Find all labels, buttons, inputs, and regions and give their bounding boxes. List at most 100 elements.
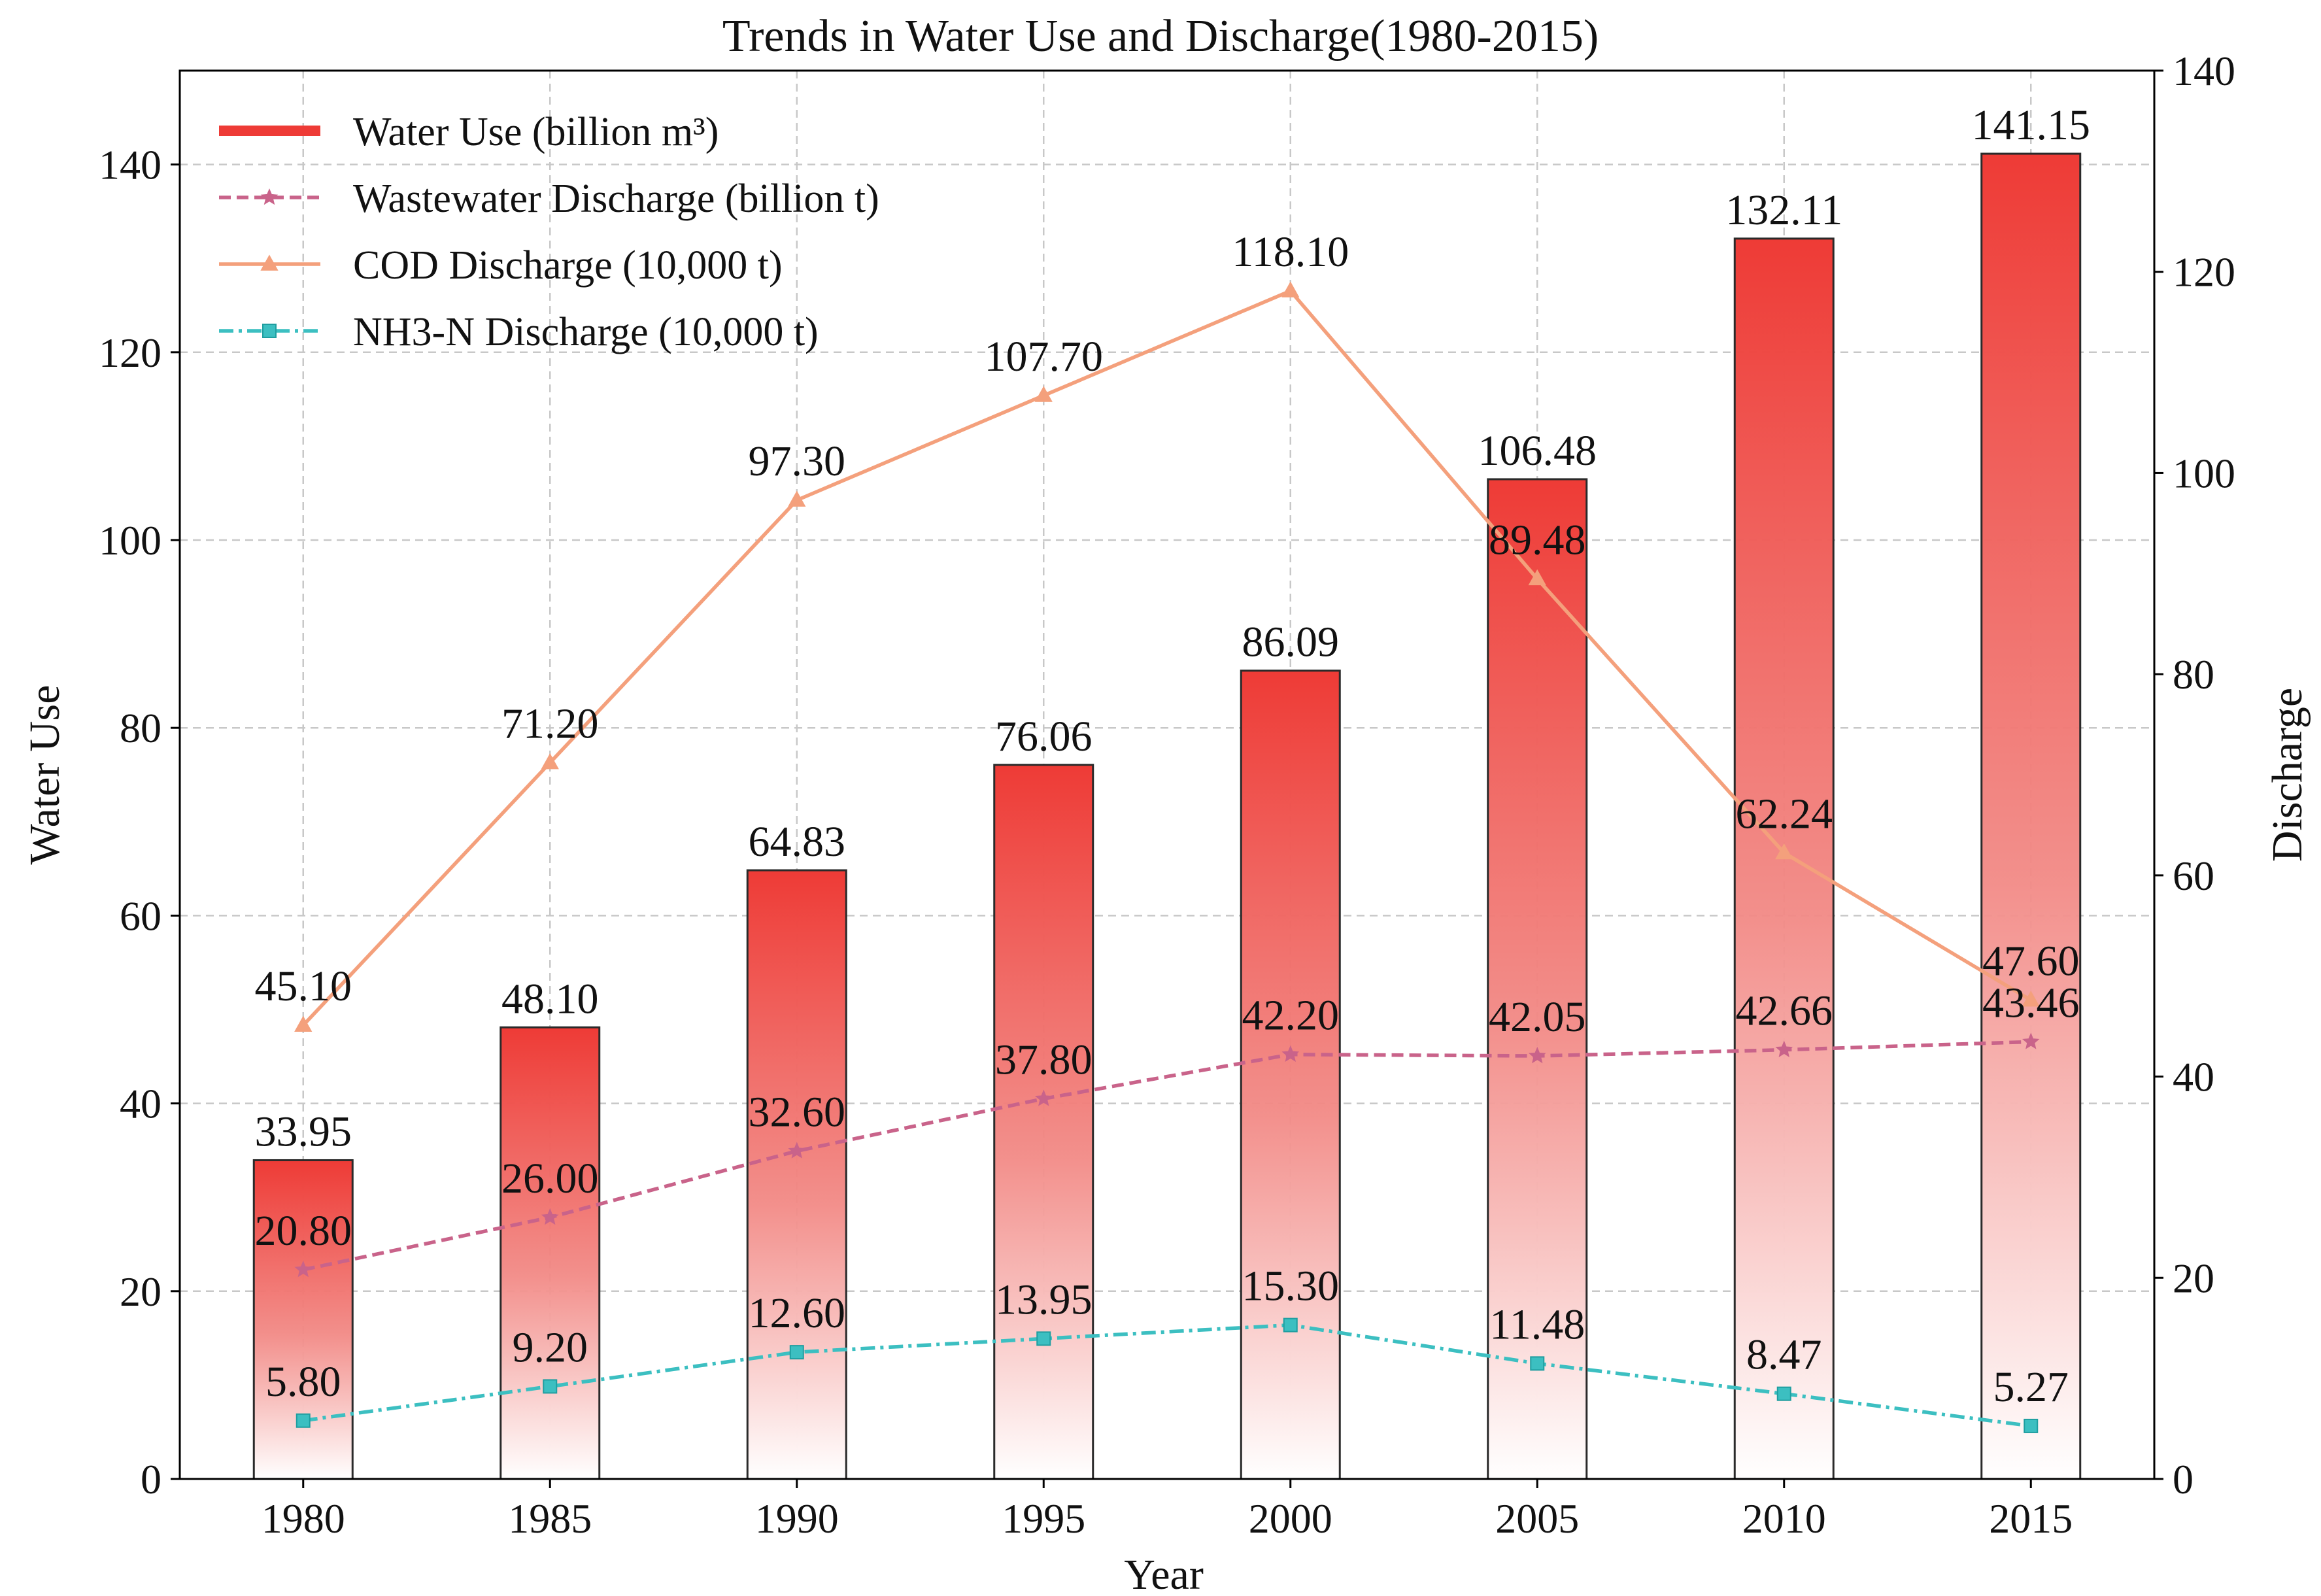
legend-label-3: NH3-N Discharge (10,000 t): [353, 310, 819, 354]
x-tick-label: 2000: [1249, 1495, 1332, 1542]
series-value-label-2: 47.60: [1982, 938, 2080, 985]
series-point-1: [1034, 1089, 1053, 1106]
series-point-2: [1281, 281, 1300, 297]
series-point-2: [1034, 386, 1053, 402]
series-value-label-1: 42.05: [1489, 993, 1586, 1041]
y2-tick-label: 0: [2173, 1456, 2194, 1503]
bar-water-use: [993, 764, 1094, 1480]
bar-value-label: 106.48: [1478, 427, 1597, 475]
x-tick-label: 1995: [1002, 1495, 1085, 1542]
series-value-label-1: 43.46: [1982, 979, 2080, 1027]
y-tick-label: 120: [99, 330, 161, 376]
series-point-3: [1283, 1317, 1298, 1333]
x-tick-label: 1985: [508, 1495, 592, 1542]
series-lines: [294, 281, 2040, 1433]
y-tick-label: 80: [120, 705, 161, 751]
y2-tick-label: 100: [2173, 450, 2235, 496]
bar-water-use: [1487, 478, 1588, 1480]
chart-title: Trends in Water Use and Discharge(1980-2…: [722, 11, 1599, 61]
series-value-label-2: 97.30: [749, 437, 846, 485]
bar-value-label: 48.10: [501, 975, 599, 1023]
axes: 0 20 40 60 80 100 120 140 0 20 40 60 80 100 120 140 1980…: [99, 48, 2235, 1542]
legend-label-2: COD Discharge (10,000 t): [353, 243, 783, 288]
series-value-label-3: 11.48: [1489, 1300, 1585, 1348]
bar-water-use: [746, 869, 847, 1480]
bar-value-label: 33.95: [255, 1108, 352, 1155]
series-value-label-1: 42.20: [1242, 992, 1340, 1040]
series-value-label-1: 37.80: [995, 1036, 1093, 1083]
y-tick-label: 40: [120, 1081, 161, 1127]
y2-tick-label: 140: [2173, 48, 2235, 94]
series-line-3: [303, 1323, 2031, 1428]
y-tick-label: 140: [99, 142, 161, 188]
bar-value-label: 132.11: [1725, 186, 1842, 234]
bar-water-use: [500, 1026, 601, 1480]
series-value-label-3: 15.30: [1242, 1263, 1340, 1310]
x-tick-label: 2005: [1495, 1495, 1579, 1542]
legend-swatch-marker-3: [262, 324, 277, 338]
series-value-label-2: 89.48: [1489, 516, 1586, 564]
series-point-2: [294, 1015, 313, 1032]
bar-value-label: 64.83: [749, 818, 846, 866]
series-value-label-2: 71.20: [501, 700, 599, 748]
bar-water-use: [1980, 152, 2082, 1480]
series-value-label-3: 13.95: [995, 1276, 1093, 1323]
series-value-label-1: 20.80: [255, 1207, 352, 1255]
plot-frame: [178, 69, 2156, 1480]
y-tick-label: 100: [99, 517, 161, 564]
y2-tick-label: 80: [2173, 651, 2214, 698]
y-tick-label: 60: [120, 892, 161, 939]
series-line-1: [303, 1040, 2031, 1272]
series-point-1: [2022, 1032, 2040, 1049]
series-point-3: [296, 1413, 311, 1428]
series-point-2: [1775, 843, 1793, 860]
series-point-1: [541, 1208, 559, 1225]
series-point-2: [1528, 569, 1546, 586]
series-value-label-2: 118.10: [1232, 228, 1349, 276]
x-tick-label: 1980: [262, 1495, 345, 1542]
x-tick-label: 1990: [755, 1495, 839, 1542]
series-point-2: [2022, 991, 2040, 1007]
legend-swatch-marker-2: [260, 254, 279, 271]
x-tick-label: 2010: [1742, 1495, 1826, 1542]
series-value-label-3: 9.20: [513, 1323, 588, 1371]
data-labels: 33.95 48.10 64.83 76.06 86.09 106.48 132.11 141…: [255, 101, 2091, 1411]
y2-tick-label: 60: [2173, 853, 2214, 899]
series-point-3: [1530, 1356, 1545, 1371]
series-value-label-3: 5.27: [1993, 1363, 2069, 1411]
series-point-3: [1776, 1386, 1791, 1401]
y2-axis-title: Discharge: [2263, 688, 2311, 862]
series-value-label-2: 45.10: [255, 962, 352, 1010]
legend-label-1: Wastewater Discharge (billion t): [353, 177, 879, 221]
series-point-3: [789, 1345, 804, 1360]
x-tick-label: 2015: [1989, 1495, 2073, 1542]
series-point-3: [2024, 1418, 2039, 1433]
series-value-label-1: 26.00: [501, 1155, 599, 1202]
series-point-1: [788, 1142, 806, 1159]
series-value-label-2: 62.24: [1736, 790, 1833, 838]
y-tick-label: 20: [120, 1268, 161, 1315]
y2-tick-label: 40: [2173, 1054, 2214, 1100]
series-value-label-1: 42.66: [1736, 987, 1833, 1035]
y-axis-title: Water Use: [21, 685, 69, 864]
series-value-label-3: 8.47: [1746, 1331, 1822, 1379]
legend: Water Use (billion m³) Wastewater Dischar…: [219, 110, 879, 354]
series-value-label-1: 32.60: [749, 1088, 846, 1136]
legend-swatch-marker-1: [260, 188, 279, 205]
y-tick-label: 0: [141, 1456, 161, 1503]
y2-tick-label: 120: [2173, 249, 2235, 296]
series-value-label-2: 107.70: [985, 333, 1104, 381]
legend-label-bars: Water Use (billion m³): [353, 110, 719, 154]
bar-water-use: [1240, 670, 1341, 1480]
series-point-1: [1775, 1040, 1793, 1058]
series-point-2: [788, 490, 806, 507]
bars: [252, 152, 2082, 1480]
bar-value-label: 86.09: [1242, 619, 1340, 666]
x-axis-title: Year: [1124, 1551, 1204, 1596]
series-line-2: [301, 289, 2032, 1027]
series-point-1: [294, 1261, 313, 1278]
series-point-1: [1528, 1047, 1546, 1064]
series-value-label-3: 12.60: [749, 1289, 846, 1337]
series-point-2: [541, 753, 559, 770]
